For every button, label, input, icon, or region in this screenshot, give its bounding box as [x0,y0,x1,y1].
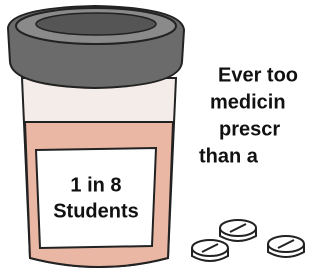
illustration: 1 in 8 Students Ever too medicin prescr … [0,0,314,278]
label-line: 1 in 8 [70,174,121,196]
label-line: Students [53,200,139,222]
caption-line: medicin [210,91,286,113]
caption-line: prescr [219,118,280,140]
bottle-label [36,148,156,248]
pills [192,220,304,261]
caption-line: Ever too [218,64,298,86]
cap-inner [36,13,156,35]
caption-line: than a [199,145,259,167]
